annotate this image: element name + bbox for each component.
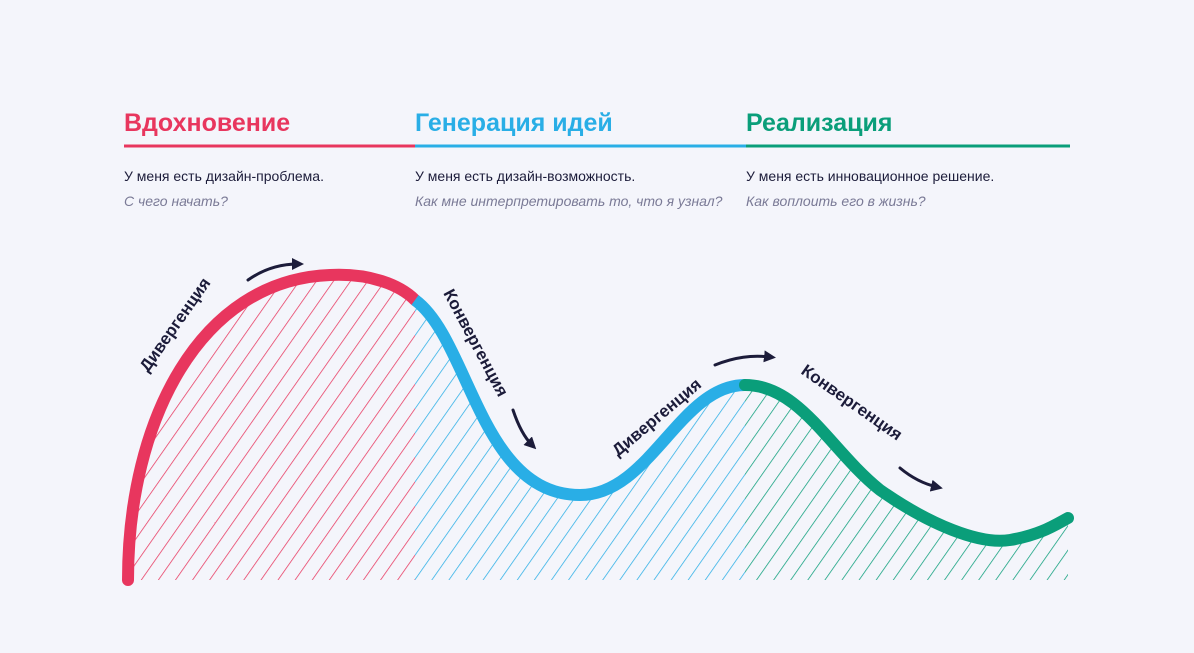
- arrow: [713, 350, 776, 367]
- arrow: [246, 258, 304, 282]
- phase-question: С чего начать?: [124, 193, 228, 209]
- phase-question: Как воплоить его в жизнь?: [746, 193, 926, 209]
- curve: [122, 268, 1074, 586]
- phase-title: Реализация: [746, 109, 892, 137]
- phase-headers: Вдохновение Генерация идей Реализация У …: [124, 109, 1070, 209]
- phase-question: Как мне интерпретировать то, что я узнал…: [415, 193, 723, 209]
- phase-title: Генерация идей: [415, 109, 613, 137]
- arrow: [511, 408, 537, 450]
- curve-segment: [411, 295, 746, 502]
- curve-segment: [122, 268, 421, 586]
- phase-title: Вдохновение: [124, 109, 290, 137]
- hatch: [415, 300, 745, 580]
- phase-statement: У меня есть дизайн-возможность.: [415, 168, 635, 184]
- hatch: [745, 385, 1068, 580]
- phase-statement: У меня есть дизайн-проблема.: [124, 168, 324, 184]
- arrow: [898, 466, 943, 492]
- phase-statement: У меня есть инновационное решение.: [746, 168, 994, 184]
- curve-segment: [739, 379, 1074, 547]
